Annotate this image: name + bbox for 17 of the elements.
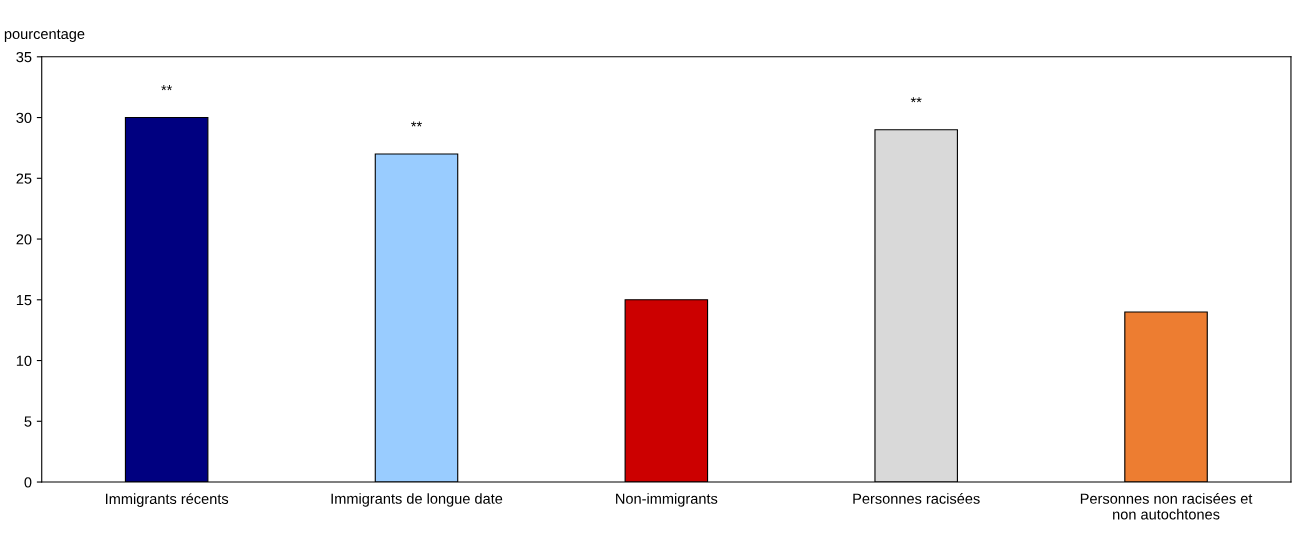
annotation: **	[411, 121, 422, 127]
annotation: **	[161, 85, 173, 91]
x-tick-label: Immigrants de longue date	[331, 493, 503, 507]
x-tick-label: Immigrants récents	[106, 493, 229, 507]
y-tick-label: 5	[24, 416, 32, 427]
x-tick-label: Personnes racisées	[853, 492, 980, 504]
y-tick-label: 30	[16, 112, 32, 123]
x-tick-label: Personnes non racisées et non autochtones	[1080, 492, 1253, 520]
y-tick-label: 0	[24, 477, 32, 488]
y-tick-label: 15	[16, 295, 32, 306]
annotation: **	[910, 97, 922, 103]
x-tick-label: Non-immigrants	[616, 493, 718, 507]
y-tick-label: 25	[16, 173, 32, 184]
y-tick-label: 35	[16, 51, 32, 63]
y-tick-label: 10	[16, 355, 32, 366]
y-tick-label: 20	[16, 234, 32, 245]
y-axis-title: pourcentage	[4, 29, 85, 42]
